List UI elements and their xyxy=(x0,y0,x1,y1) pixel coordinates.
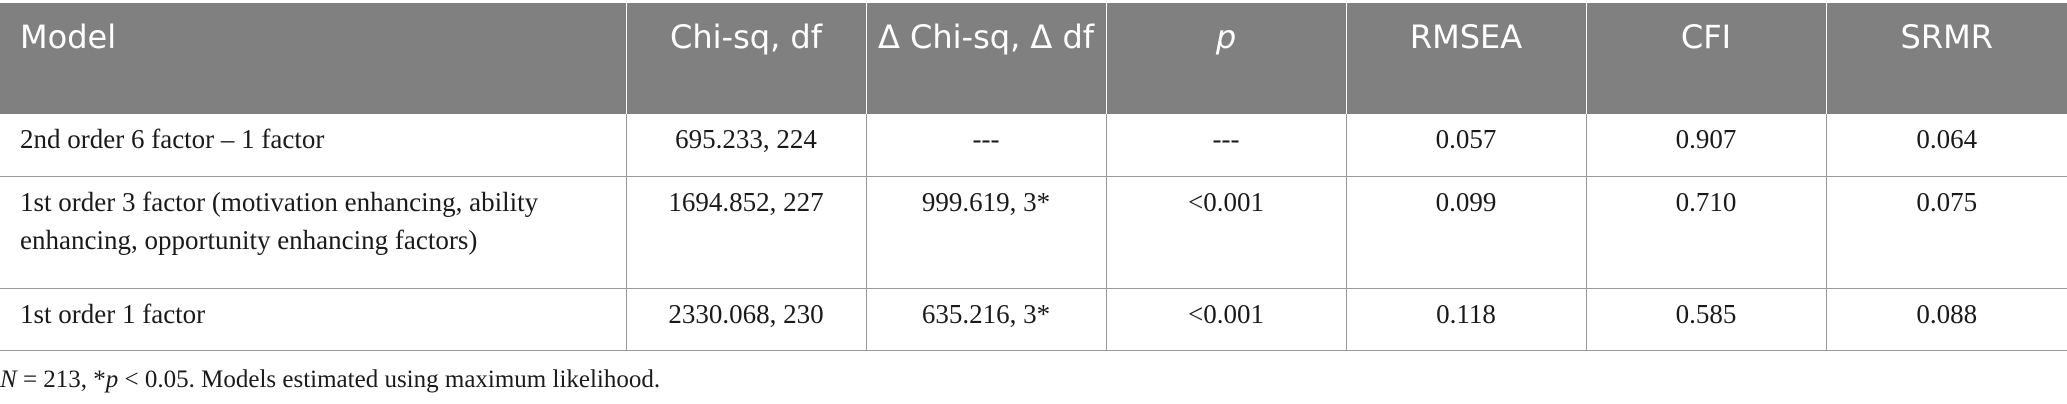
table-row: 1st order 3 factor (motivation enhancing… xyxy=(0,176,2067,289)
header-p: p xyxy=(1106,3,1347,114)
table-row: 1st order 1 factor 2330.068, 230 635.216… xyxy=(0,288,2067,351)
cell-p: <0.001 xyxy=(1106,176,1347,289)
cell-chi-sq-df: 695.233, 224 xyxy=(626,114,867,177)
cell-p: <0.001 xyxy=(1106,288,1347,351)
cell-chi-sq-df: 1694.852, 227 xyxy=(626,176,867,289)
footnote-n: N xyxy=(0,366,17,393)
cell-rmsea: 0.118 xyxy=(1346,288,1587,351)
cell-p: --- xyxy=(1106,114,1347,177)
header-rmsea: RMSEA xyxy=(1346,3,1587,114)
cell-srmr: 0.088 xyxy=(1826,288,2067,351)
table-row: 2nd order 6 factor – 1 factor 695.233, 2… xyxy=(0,114,2067,177)
header-delta-chi-sq: Δ Chi-sq, Δ df xyxy=(866,3,1107,114)
cell-rmsea: 0.057 xyxy=(1346,114,1587,177)
cell-cfi: 0.710 xyxy=(1586,176,1827,289)
footnote-n-value: = 213, * xyxy=(16,366,106,393)
header-model: Model xyxy=(0,3,627,114)
cell-cfi: 0.585 xyxy=(1586,288,1827,351)
cell-srmr: 0.075 xyxy=(1826,176,2067,289)
cell-model: 1st order 3 factor (motivation enhancing… xyxy=(0,176,627,289)
cell-delta-chi-sq: 999.619, 3* xyxy=(866,176,1107,289)
cell-rmsea: 0.099 xyxy=(1346,176,1587,289)
cell-cfi: 0.907 xyxy=(1586,114,1827,177)
header-chi-sq-df: Chi-sq, df xyxy=(626,3,867,114)
footnote-text: < 0.05. Models estimated using maximum l… xyxy=(118,366,661,393)
header-srmr: SRMR xyxy=(1826,3,2067,114)
table-header-row: Model Chi-sq, df Δ Chi-sq, Δ df p RMSEA … xyxy=(0,3,2067,114)
model-fit-table: Model Chi-sq, df Δ Chi-sq, Δ df p RMSEA … xyxy=(0,3,2067,351)
cell-model: 2nd order 6 factor – 1 factor xyxy=(0,114,627,177)
footnote-p: p xyxy=(105,366,119,393)
cell-srmr: 0.064 xyxy=(1826,114,2067,177)
results-table-container: Model Chi-sq, df Δ Chi-sq, Δ df p RMSEA … xyxy=(0,3,2067,351)
table-footnote: N = 213, *p < 0.05. Models estimated usi… xyxy=(0,366,660,394)
cell-model: 1st order 1 factor xyxy=(0,288,627,351)
header-cfi: CFI xyxy=(1586,3,1827,114)
cell-chi-sq-df: 2330.068, 230 xyxy=(626,288,867,351)
cell-delta-chi-sq: --- xyxy=(866,114,1107,177)
cell-delta-chi-sq: 635.216, 3* xyxy=(866,288,1107,351)
